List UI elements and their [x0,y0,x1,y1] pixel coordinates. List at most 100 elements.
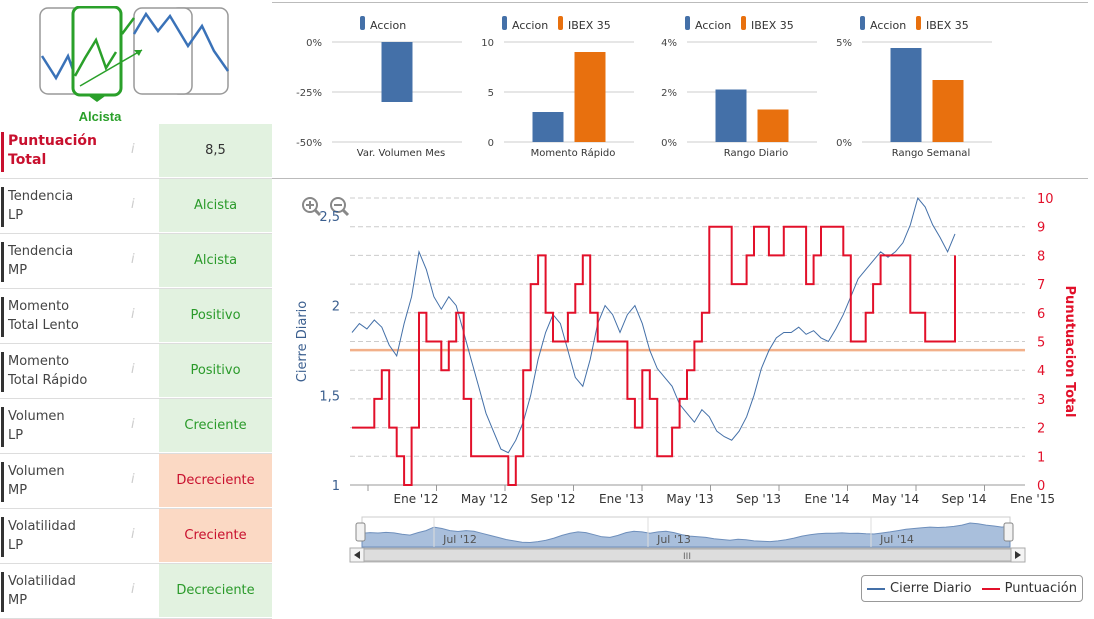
bar-accion [381,42,413,102]
mid-divider [272,178,1088,179]
mini-chart-title: Rango Semanal [892,148,970,159]
bar-ibex-35 [574,52,606,142]
mini-chart-2: Accion IBEX 35 4% 2% 0% Rango Diario [661,16,817,159]
y-tick: 5% [836,38,852,49]
y-tick: -50% [296,138,322,149]
indicator-row: Tendencia LP i Alcista [0,179,272,234]
indicator-value: 8,5 [159,124,272,178]
info-icon[interactable]: i [131,527,135,542]
row-marker [1,352,4,392]
legend-label: Accion [512,19,548,32]
y-tick: 1 [332,479,340,494]
bar-ibex-35 [932,80,964,142]
y2-tick: 3 [1037,393,1045,408]
info-icon[interactable]: i [131,142,135,157]
y-tick: 0% [661,138,677,149]
legend-label: Accion [695,19,731,32]
legend-swatch [916,16,921,30]
y-tick: 4% [661,38,677,49]
indicator-name: Momento Total Lento [8,299,79,333]
y-tick: 0% [836,138,852,149]
bar-ibex-35 [757,109,789,142]
trend-label: Alcista [78,109,122,124]
indicator-value: Alcista [159,234,272,288]
y2-tick: 0 [1037,479,1045,494]
x-tick: Ene '13 [599,492,644,506]
indicator-value: Decreciente [159,564,272,618]
zoom-in-icon[interactable] [302,197,322,217]
top-divider [272,2,1088,3]
mini-chart-1: Accion IBEX 35 10 5 0 Momento Rápido [481,16,634,159]
x-tick: May '13 [666,492,713,506]
indicator-row: Momento Total Rápido i Positivo [0,344,272,399]
scrollbar-grip-icon: III [683,552,691,562]
y2-axis-title: Punutuacion Total [1062,286,1077,418]
bar-accion [532,112,564,142]
info-icon[interactable]: i [131,252,135,267]
legend-swatch [685,16,690,30]
indicator-name: Volatilidad MP [8,574,76,608]
mini-chart-title: Momento Rápido [531,147,616,159]
indicator-row: Volatilidad MP i Decreciente [0,564,272,619]
navigator-label: Jul '12 [442,533,477,546]
legend-label-score: Puntuación [1004,581,1077,596]
legend-swatch [741,16,746,30]
x-tick: Ene '14 [805,492,850,506]
row-marker [1,242,4,282]
trend-icon [39,5,230,102]
y2-tick: 8 [1037,249,1045,264]
indicator-name: Puntuación Total [8,133,97,168]
indicator-table: Puntuación Total i 8,5 Tendencia LP i Alcista… [0,124,272,619]
y-tick: 5 [488,88,494,99]
nav-handle-right[interactable] [1003,522,1014,542]
y-tick: 2 [332,300,340,315]
info-icon[interactable]: i [131,362,135,377]
legend-item-score[interactable]: Puntuación [981,581,1077,596]
indicator-name: Momento Total Rápido [8,354,88,388]
indicator-value: Creciente [159,399,272,453]
navigator-label: Jul '14 [879,533,914,546]
legend-label: IBEX 35 [568,19,611,32]
y-tick: 10 [481,38,494,49]
total-score-row: Puntuación Total i 8,5 [0,124,272,179]
legend-swatch [502,16,507,30]
info-icon[interactable]: i [131,582,135,597]
indicator-name: Volumen MP [8,464,65,498]
y-tick: 0 [488,138,494,149]
indicator-value: Decreciente [159,454,272,508]
trend-indicator: Alcista [38,5,234,124]
mini-chart-title: Rango Diario [724,148,788,159]
y2-tick: 7 [1037,278,1045,293]
row-marker [1,297,4,337]
indicator-value: Alcista [159,179,272,233]
info-icon[interactable]: i [131,307,135,322]
row-marker [1,132,4,172]
bar-accion [715,89,747,142]
legend-swatch [558,16,563,30]
y2-tick: 10 [1037,192,1054,207]
info-icon[interactable]: i [131,197,135,212]
legend-label-close: Cierre Diario [890,581,972,596]
navigator-scrollbar[interactable]: III [349,547,1026,563]
info-icon[interactable]: i [131,417,135,432]
chart-legend[interactable]: Cierre Diario Puntuación [861,575,1083,602]
y2-tick: 2 [1037,422,1045,437]
y2-tick: 1 [1037,450,1045,465]
info-icon[interactable]: i [131,472,135,487]
indicator-value: Positivo [159,289,272,343]
legend-label: IBEX 35 [926,19,969,32]
zoom-out-icon[interactable] [330,197,350,217]
row-marker [1,407,4,447]
indicator-name: Volatilidad LP [8,519,76,553]
scroll-left-icon [354,551,360,559]
y-tick: 1,5 [319,389,340,404]
nav-handle-left[interactable] [355,522,366,542]
legend-item-close[interactable]: Cierre Diario [867,581,972,596]
y-axis-title: Cierre Diario [295,301,310,383]
scroll-right-icon [1015,551,1021,559]
indicator-row: Volumen LP i Creciente [0,399,272,454]
legend-label: IBEX 35 [751,19,794,32]
range-navigator[interactable]: Jul '12 Jul '13 Jul '14 [355,516,1014,548]
y2-tick: 5 [1037,336,1045,351]
